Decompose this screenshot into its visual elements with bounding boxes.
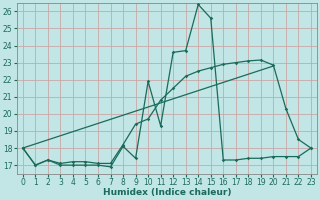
X-axis label: Humidex (Indice chaleur): Humidex (Indice chaleur) [103, 188, 231, 197]
